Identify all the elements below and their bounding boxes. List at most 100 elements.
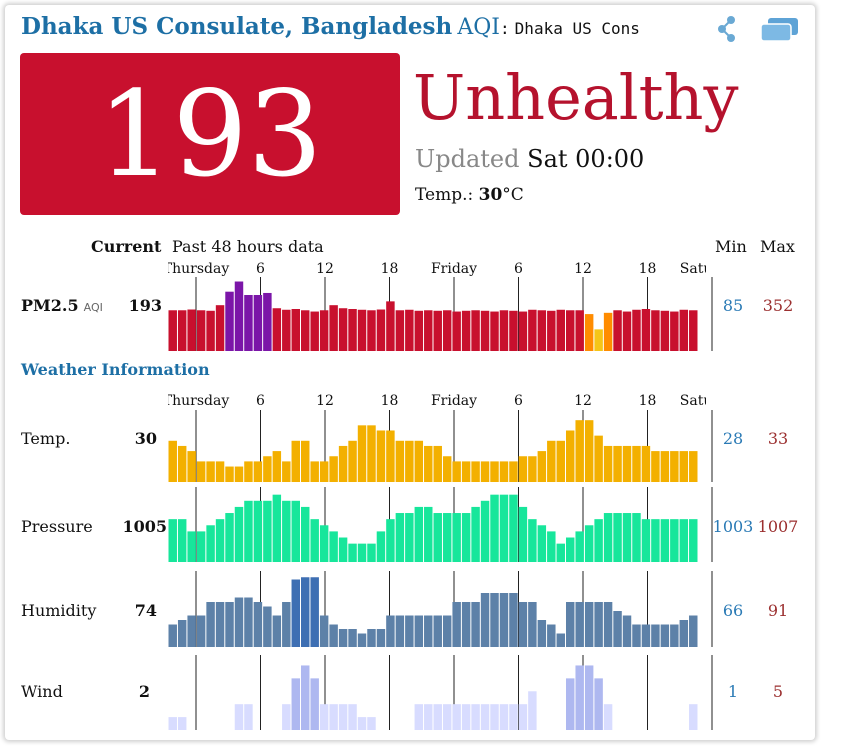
- wind-bar[interactable]: [518, 704, 528, 730]
- pm25-bar[interactable]: [282, 309, 291, 351]
- pm25-bar[interactable]: [442, 310, 452, 351]
- humidity-bar[interactable]: [319, 615, 329, 648]
- window-icon[interactable]: [760, 17, 800, 43]
- pressure-bar[interactable]: [613, 513, 622, 562]
- pressure-bar[interactable]: [518, 506, 528, 562]
- pm25-bar[interactable]: [480, 310, 490, 351]
- humidity-bar[interactable]: [348, 629, 357, 647]
- pm25-bar[interactable]: [651, 310, 660, 351]
- humidity-bar[interactable]: [660, 624, 670, 648]
- pm25-bar[interactable]: [537, 310, 547, 351]
- humidity-bar[interactable]: [234, 597, 244, 648]
- humidity-bar[interactable]: [187, 615, 196, 648]
- wind-bar[interactable]: [357, 717, 367, 730]
- temp-bar[interactable]: [225, 466, 234, 482]
- pm25-bar[interactable]: [263, 292, 272, 351]
- humidity-bar[interactable]: [670, 624, 679, 648]
- humidity-bar[interactable]: [566, 602, 575, 647]
- pm25-bar[interactable]: [386, 301, 395, 351]
- temp-bar[interactable]: [547, 440, 556, 482]
- pressure-bar[interactable]: [244, 500, 253, 562]
- temp-bar[interactable]: [291, 440, 300, 482]
- pm25-bar[interactable]: [670, 311, 679, 351]
- pressure-bar[interactable]: [310, 519, 319, 562]
- pm25-bar[interactable]: [225, 291, 234, 351]
- pressure-bar[interactable]: [225, 513, 234, 562]
- pm25-bar[interactable]: [556, 309, 565, 351]
- pressure-bar[interactable]: [263, 500, 272, 562]
- humidity-bar[interactable]: [225, 602, 234, 647]
- humidity-bar[interactable]: [490, 593, 499, 647]
- pressure-bar[interactable]: [632, 513, 641, 562]
- pressure-bar[interactable]: [367, 543, 376, 562]
- pressure-bar[interactable]: [395, 513, 405, 562]
- pm25-bar[interactable]: [528, 309, 537, 351]
- wind-bar[interactable]: [338, 704, 348, 730]
- pm25-bar[interactable]: [338, 308, 348, 351]
- temp-bar[interactable]: [632, 445, 641, 482]
- humidity-bar[interactable]: [215, 602, 225, 647]
- humidity-bar[interactable]: [376, 629, 386, 647]
- temp-bar[interactable]: [651, 451, 660, 482]
- pm25-bar[interactable]: [395, 310, 405, 351]
- humidity-bar[interactable]: [310, 577, 319, 647]
- temp-bar[interactable]: [376, 430, 386, 482]
- wind-bar[interactable]: [452, 704, 461, 730]
- humidity-bar[interactable]: [461, 602, 471, 647]
- station-title-link[interactable]: Dhaka US Consulate, Bangladesh: [21, 13, 453, 40]
- temp-bar[interactable]: [386, 430, 395, 482]
- pm25-bar[interactable]: [187, 309, 196, 351]
- humidity-bar[interactable]: [177, 620, 187, 647]
- temp-bar[interactable]: [670, 451, 679, 482]
- pressure-bar[interactable]: [603, 513, 613, 562]
- pressure-bar[interactable]: [622, 513, 632, 562]
- temp-bar[interactable]: [244, 461, 253, 482]
- pm25-bar[interactable]: [679, 309, 689, 351]
- pressure-bar[interactable]: [651, 519, 660, 562]
- pressure-bar[interactable]: [338, 537, 348, 562]
- pressure-bar[interactable]: [547, 531, 556, 562]
- temp-bar[interactable]: [452, 461, 461, 482]
- wind-bar[interactable]: [461, 704, 471, 730]
- humidity-bar[interactable]: [547, 624, 556, 648]
- pressure-bar[interactable]: [689, 519, 698, 562]
- temp-bar[interactable]: [319, 461, 329, 482]
- pm25-bar[interactable]: [584, 314, 594, 351]
- pressure-bar[interactable]: [414, 506, 424, 562]
- pm25-bar[interactable]: [566, 310, 575, 351]
- pressure-bar[interactable]: [509, 494, 518, 562]
- pressure-bar[interactable]: [528, 519, 537, 562]
- temp-bar[interactable]: [442, 456, 452, 482]
- wind-bar[interactable]: [291, 678, 300, 730]
- humidity-bar[interactable]: [641, 624, 651, 648]
- wind-bar[interactable]: [566, 678, 575, 730]
- humidity-bar[interactable]: [651, 624, 660, 648]
- temp-bar[interactable]: [499, 461, 509, 482]
- pressure-bar[interactable]: [442, 513, 452, 562]
- pm25-bar[interactable]: [603, 312, 613, 351]
- temp-bar[interactable]: [301, 440, 310, 482]
- wind-bar[interactable]: [424, 704, 433, 730]
- pm25-bar[interactable]: [310, 311, 319, 351]
- humidity-bar[interactable]: [367, 629, 376, 647]
- humidity-bar[interactable]: [424, 615, 433, 648]
- pressure-bar[interactable]: [660, 519, 670, 562]
- wind-bar[interactable]: [348, 704, 357, 730]
- pressure-bar[interactable]: [329, 531, 338, 562]
- pm25-bar[interactable]: [329, 305, 338, 351]
- humidity-bar[interactable]: [329, 624, 338, 648]
- temp-bar[interactable]: [405, 440, 414, 482]
- humidity-bar[interactable]: [613, 611, 622, 647]
- temp-bar[interactable]: [187, 451, 196, 482]
- wind-bar[interactable]: [471, 704, 480, 730]
- pressure-bar[interactable]: [253, 500, 263, 562]
- pressure-bar[interactable]: [575, 531, 584, 562]
- pressure-bar[interactable]: [584, 525, 594, 562]
- wind-bar[interactable]: [177, 717, 187, 730]
- pressure-bar[interactable]: [452, 513, 461, 562]
- temp-bar[interactable]: [263, 456, 272, 482]
- pressure-bar[interactable]: [272, 494, 282, 562]
- humidity-bar[interactable]: [442, 615, 452, 648]
- pressure-bar[interactable]: [206, 525, 215, 562]
- wind-bar[interactable]: [168, 717, 177, 730]
